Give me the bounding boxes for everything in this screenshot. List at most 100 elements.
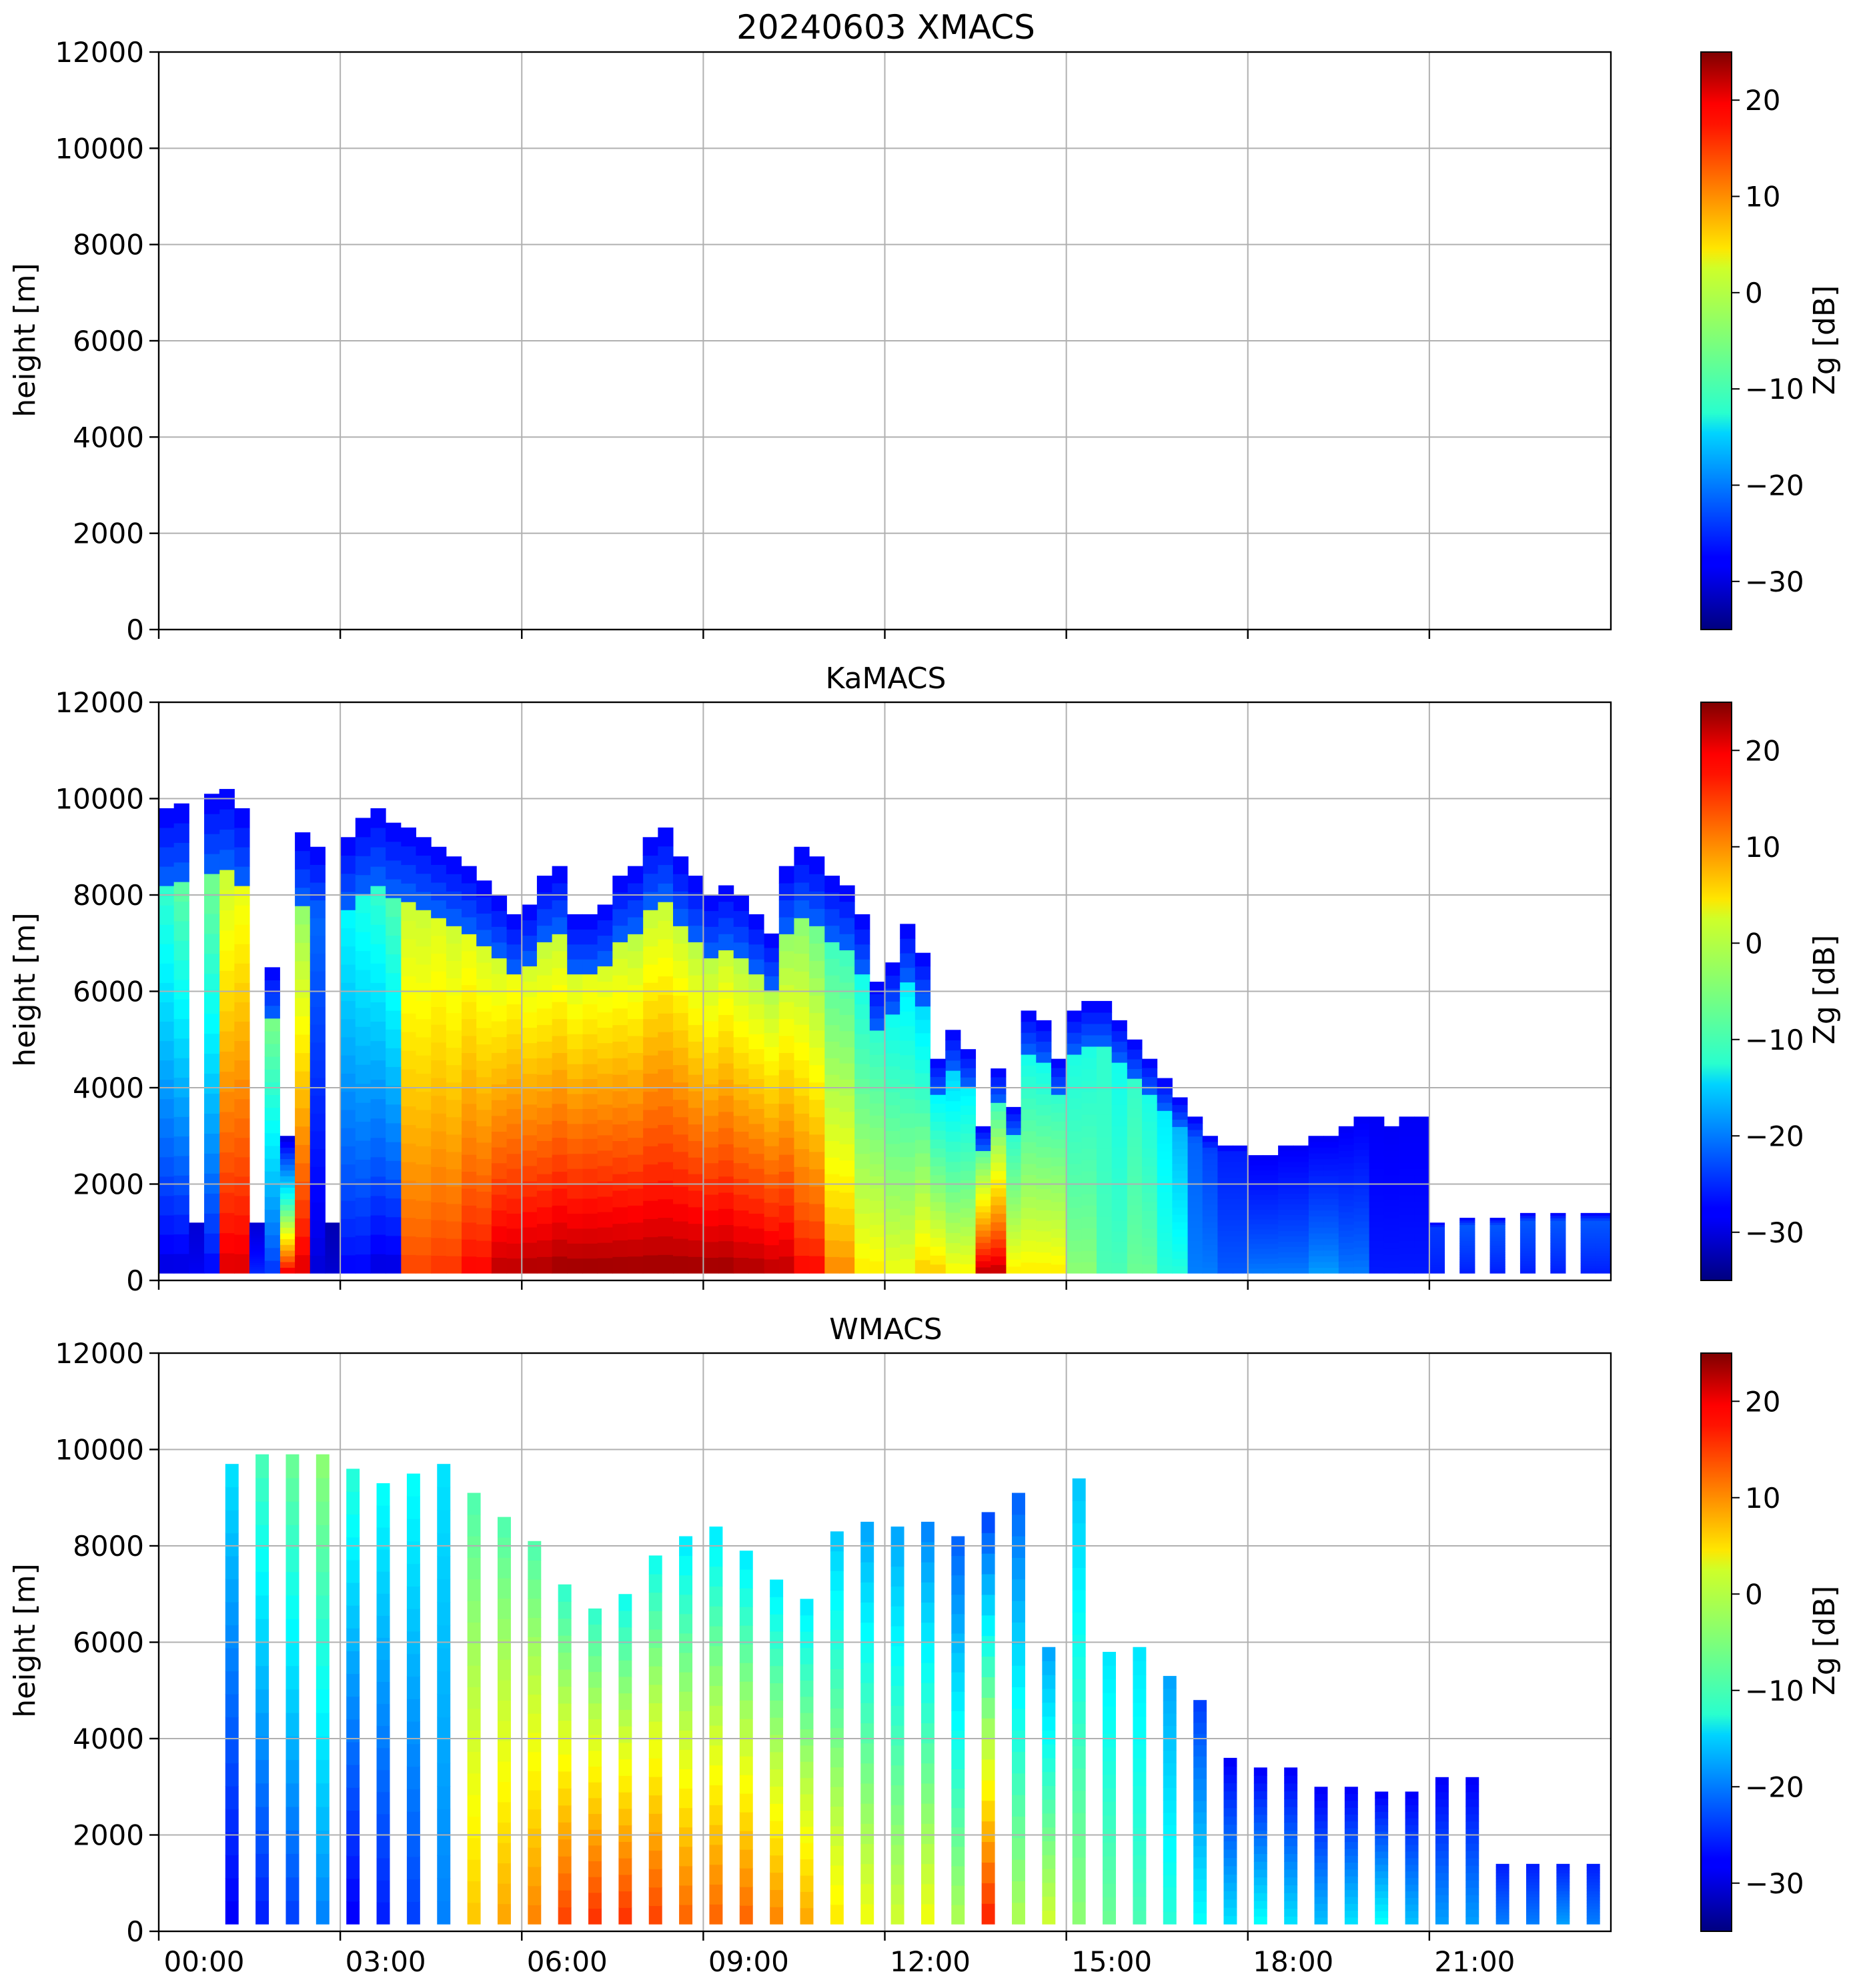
reflectivity-cell — [658, 957, 674, 977]
reflectivity-cell — [325, 1224, 341, 1228]
reflectivity-cell — [476, 1174, 492, 1192]
reflectivity-cell — [1293, 1262, 1309, 1268]
reflectivity-cell — [522, 1227, 538, 1243]
reflectivity-cell — [309, 1060, 326, 1078]
reflectivity-stripe — [1193, 1913, 1207, 1925]
reflectivity-cell — [612, 1157, 628, 1174]
reflectivity-cell — [1157, 1151, 1173, 1160]
reflectivity-stripe — [709, 1626, 723, 1647]
reflectivity-stripe — [830, 1708, 844, 1729]
reflectivity-cell — [612, 1124, 628, 1141]
reflectivity-cell — [400, 1236, 417, 1255]
reflectivity-cell — [975, 1162, 991, 1170]
reflectivity-stripe — [830, 1669, 844, 1689]
reflectivity-cell — [582, 1153, 598, 1169]
reflectivity-stripe — [920, 1582, 935, 1603]
reflectivity-cell — [219, 1132, 235, 1153]
colorbar-label: Zg [dB] — [1808, 935, 1842, 1045]
reflectivity-cell — [627, 1222, 644, 1240]
reflectivity-cell — [658, 1124, 674, 1144]
reflectivity-cell — [249, 1235, 265, 1238]
reflectivity-cell — [219, 870, 235, 890]
reflectivity-cell — [1414, 1142, 1430, 1150]
reflectivity-cell — [778, 916, 794, 934]
reflectivity-cell — [673, 926, 689, 944]
reflectivity-stripe — [346, 1696, 360, 1720]
reflectivity-stripe — [316, 1501, 330, 1525]
reflectivity-cell — [1414, 1156, 1430, 1163]
reflectivity-cell — [703, 1084, 719, 1100]
reflectivity-stripe — [1405, 1811, 1419, 1819]
reflectivity-stripe — [285, 1807, 299, 1831]
reflectivity-cell — [824, 908, 840, 926]
reflectivity-cell — [597, 1258, 613, 1274]
reflectivity-stripe — [1253, 1885, 1267, 1893]
reflectivity-stripe — [1375, 1891, 1389, 1898]
reflectivity-cell — [1414, 1182, 1430, 1189]
reflectivity-cell — [1096, 1182, 1113, 1194]
reflectivity-stripe — [1526, 1873, 1539, 1877]
reflectivity-cell — [991, 1085, 1007, 1094]
reflectivity-cell — [703, 910, 719, 927]
reflectivity-stripe — [1495, 1918, 1509, 1922]
reflectivity-cell — [627, 1103, 644, 1121]
reflectivity-cell — [476, 1028, 492, 1045]
reflectivity-cell — [673, 1047, 689, 1066]
reflectivity-cell — [536, 1206, 553, 1224]
reflectivity-cell — [1580, 1220, 1596, 1224]
reflectivity-cell — [914, 1246, 931, 1260]
reflectivity-cell — [1066, 1130, 1082, 1142]
reflectivity-cell — [416, 1218, 432, 1238]
reflectivity-stripe — [1253, 1900, 1267, 1909]
reflectivity-cell — [914, 992, 931, 1007]
reflectivity-cell — [778, 1171, 794, 1189]
reflectivity-cell — [582, 1123, 598, 1139]
reflectivity-cell — [703, 895, 719, 912]
reflectivity-stripe — [770, 1889, 784, 1907]
reflectivity-cell — [1036, 1188, 1052, 1200]
reflectivity-cell — [386, 898, 402, 917]
reflectivity-cell — [930, 1148, 946, 1158]
reflectivity-stripe — [679, 1827, 693, 1847]
reflectivity-cell — [461, 1086, 477, 1104]
reflectivity-stripe — [406, 1699, 420, 1722]
reflectivity-stripe — [406, 1856, 420, 1880]
reflectivity-cell — [642, 1236, 658, 1256]
reflectivity-cell — [824, 1124, 840, 1141]
reflectivity-stripe — [1526, 1894, 1539, 1898]
reflectivity-cell — [446, 1151, 462, 1170]
reflectivity-cell — [1142, 1264, 1158, 1274]
reflectivity-stripe — [528, 1809, 542, 1829]
reflectivity-stripe — [1344, 1807, 1358, 1815]
reflectivity-stripe — [1042, 1813, 1056, 1828]
colorbar-tick-label: 20 — [1745, 84, 1780, 117]
reflectivity-cell — [991, 1247, 1007, 1257]
reflectivity-stripe — [770, 1700, 784, 1718]
reflectivity-cell — [945, 1090, 961, 1102]
reflectivity-stripe — [1526, 1903, 1539, 1907]
reflectivity-cell — [249, 1250, 265, 1253]
reflectivity-stripe — [1223, 1849, 1237, 1858]
reflectivity-stripe — [316, 1642, 330, 1667]
reflectivity-cell — [1580, 1253, 1596, 1256]
reflectivity-cell — [340, 1146, 356, 1165]
reflectivity-cell — [309, 953, 326, 972]
reflectivity-cell — [1036, 1094, 1052, 1105]
reflectivity-cell — [506, 1123, 522, 1139]
reflectivity-cell — [1323, 1244, 1339, 1251]
reflectivity-stripe — [739, 1607, 753, 1626]
reflectivity-stripe — [1435, 1835, 1449, 1844]
reflectivity-stripe — [800, 1615, 814, 1632]
reflectivity-stripe — [1556, 1915, 1570, 1919]
reflectivity-stripe — [1344, 1855, 1358, 1863]
reflectivity-cell — [1233, 1172, 1249, 1178]
reflectivity-cell — [1596, 1225, 1612, 1228]
reflectivity-cell — [506, 944, 522, 960]
reflectivity-cell — [1051, 1228, 1067, 1238]
reflectivity-cell — [1263, 1248, 1279, 1254]
reflectivity-stripe — [1072, 1679, 1086, 1702]
reflectivity-cell — [173, 920, 189, 941]
reflectivity-stripe — [1223, 1907, 1237, 1917]
reflectivity-cell — [642, 964, 658, 983]
